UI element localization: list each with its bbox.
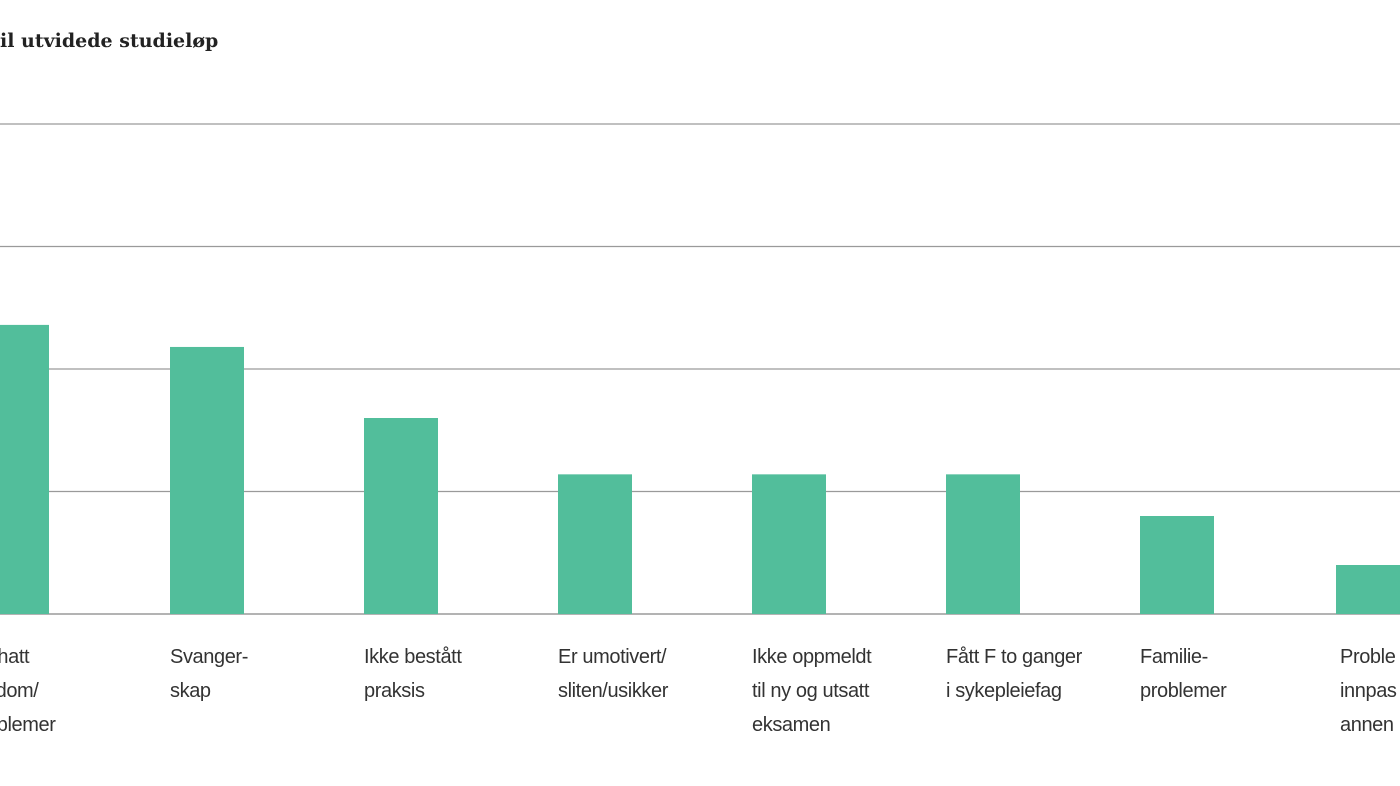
category-label-4: Ikke oppmeldt til ny og utsatt eksamen bbox=[752, 640, 872, 742]
bar-4 bbox=[752, 474, 826, 614]
bar-3 bbox=[558, 474, 632, 614]
bar-0 bbox=[0, 324, 49, 614]
category-label-line: r hatt bbox=[0, 646, 30, 668]
category-label-line: praksis bbox=[364, 680, 425, 702]
category-label-line: til ny og utsatt bbox=[752, 680, 869, 702]
category-label-3: Er umotivert/sliten/usikker bbox=[558, 640, 668, 708]
bar-6 bbox=[1140, 516, 1214, 614]
category-label-6: Familie-problemer bbox=[1140, 640, 1227, 708]
category-label-line: Fått F to ganger bbox=[946, 646, 1082, 668]
category-label-1: Svanger-skap bbox=[170, 640, 248, 708]
bar-5 bbox=[946, 474, 1020, 614]
category-label-line: oblemer bbox=[0, 714, 56, 736]
category-label-line: skap bbox=[170, 680, 211, 702]
bar-7 bbox=[1336, 565, 1400, 614]
category-label-line: Ikke bestått bbox=[364, 646, 462, 668]
category-label-line: Svanger- bbox=[170, 646, 248, 668]
category-label-line: Proble bbox=[1340, 646, 1396, 668]
category-label-line: problemer bbox=[1140, 680, 1227, 702]
category-label-7: Proble innpas annen bbox=[1340, 640, 1397, 742]
chart-title: il utvidede studieløp bbox=[0, 30, 219, 52]
category-label-2: Ikke bestått praksis bbox=[364, 640, 462, 708]
category-label-line: Familie- bbox=[1140, 646, 1208, 668]
category-label-line: annen bbox=[1340, 714, 1394, 736]
category-label-0: r hatt kdom/oblemer bbox=[0, 640, 56, 742]
category-label-5: Fått F to ganger i sykepleiefag bbox=[946, 640, 1082, 708]
bar-1 bbox=[170, 346, 244, 614]
category-label-line: Ikke oppmeldt bbox=[752, 646, 872, 668]
bar-2 bbox=[364, 418, 438, 614]
category-label-line: innpas bbox=[1340, 680, 1397, 702]
category-label-line: Er umotivert/ bbox=[558, 646, 667, 668]
category-label-line: eksamen bbox=[752, 714, 831, 736]
category-label-line: kdom/ bbox=[0, 680, 39, 702]
bars bbox=[0, 324, 1400, 614]
category-label-line: sliten/usikker bbox=[558, 680, 668, 702]
category-label-line: i sykepleiefag bbox=[946, 680, 1062, 702]
